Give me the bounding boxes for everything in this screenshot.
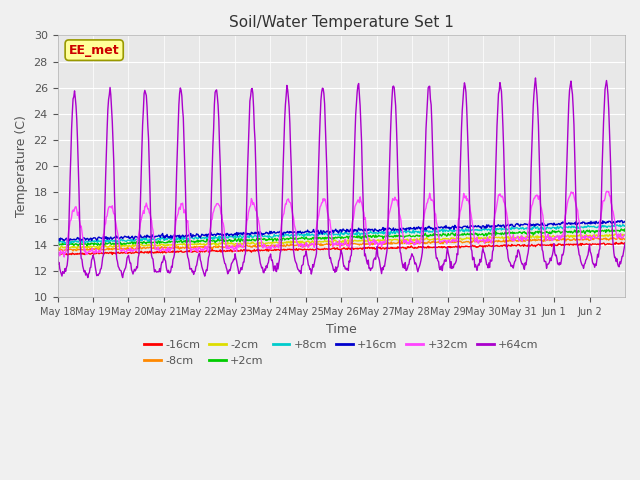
+16cm	[56, 238, 63, 244]
X-axis label: Time: Time	[326, 323, 356, 336]
+32cm	[433, 219, 440, 225]
+2cm	[253, 235, 261, 240]
-2cm	[433, 237, 440, 242]
-16cm	[121, 250, 129, 255]
+8cm	[275, 234, 283, 240]
-8cm	[614, 235, 622, 240]
+64cm	[401, 265, 408, 271]
Line: -8cm: -8cm	[58, 238, 625, 251]
+8cm	[121, 238, 129, 244]
Line: -2cm: -2cm	[58, 234, 625, 249]
-2cm	[401, 237, 408, 242]
Y-axis label: Temperature (C): Temperature (C)	[15, 115, 28, 217]
+64cm	[275, 260, 283, 266]
+32cm	[60, 254, 68, 260]
-8cm	[433, 240, 440, 245]
Line: +8cm: +8cm	[58, 225, 625, 243]
-2cm	[612, 231, 620, 237]
+2cm	[225, 237, 233, 242]
-2cm	[253, 240, 261, 246]
-2cm	[275, 240, 283, 245]
Line: +16cm: +16cm	[58, 220, 625, 241]
+64cm	[121, 266, 129, 272]
-8cm	[275, 242, 283, 248]
-16cm	[253, 247, 261, 252]
+16cm	[54, 237, 61, 243]
+32cm	[121, 249, 129, 254]
+32cm	[253, 213, 261, 219]
-2cm	[225, 241, 233, 247]
-16cm	[618, 240, 625, 245]
-16cm	[621, 240, 629, 246]
-16cm	[401, 245, 408, 251]
+32cm	[621, 232, 629, 238]
+2cm	[121, 241, 129, 247]
+8cm	[433, 228, 440, 234]
-16cm	[225, 248, 233, 254]
+64cm	[54, 247, 61, 253]
+2cm	[621, 226, 629, 232]
-16cm	[433, 244, 440, 250]
-16cm	[54, 251, 61, 257]
-16cm	[63, 252, 71, 258]
+8cm	[225, 233, 233, 239]
-8cm	[54, 248, 61, 253]
Line: +2cm: +2cm	[58, 229, 625, 246]
-16cm	[275, 247, 283, 252]
-2cm	[54, 244, 61, 250]
+2cm	[401, 234, 408, 240]
Line: +64cm: +64cm	[58, 78, 625, 277]
Title: Soil/Water Temperature Set 1: Soil/Water Temperature Set 1	[229, 15, 454, 30]
+64cm	[84, 275, 92, 280]
-2cm	[56, 246, 63, 252]
+8cm	[619, 222, 627, 228]
+64cm	[621, 240, 629, 246]
+64cm	[532, 75, 540, 81]
+2cm	[275, 237, 283, 243]
+32cm	[275, 245, 283, 251]
+16cm	[225, 233, 233, 239]
-2cm	[621, 232, 629, 238]
-8cm	[59, 248, 67, 254]
-8cm	[225, 243, 233, 249]
Legend: -16cm, -8cm, -2cm, +2cm, +8cm, +16cm, +32cm, +64cm: -16cm, -8cm, -2cm, +2cm, +8cm, +16cm, +3…	[140, 336, 543, 370]
-8cm	[253, 243, 261, 249]
+16cm	[253, 229, 261, 235]
+32cm	[225, 246, 233, 252]
+32cm	[54, 249, 61, 254]
-8cm	[621, 237, 629, 242]
Line: +32cm: +32cm	[58, 192, 625, 257]
Text: EE_met: EE_met	[69, 44, 120, 57]
+64cm	[433, 255, 440, 261]
+2cm	[433, 232, 440, 238]
+64cm	[253, 224, 261, 230]
+2cm	[83, 243, 91, 249]
-8cm	[401, 240, 408, 246]
+8cm	[54, 239, 61, 245]
+16cm	[618, 217, 625, 223]
+16cm	[121, 233, 129, 239]
-8cm	[121, 245, 129, 251]
+32cm	[604, 189, 611, 194]
+8cm	[621, 223, 629, 228]
+16cm	[433, 225, 440, 231]
+32cm	[401, 238, 408, 244]
+2cm	[54, 240, 61, 246]
+8cm	[253, 234, 261, 240]
+16cm	[401, 226, 408, 232]
+8cm	[61, 240, 68, 246]
+16cm	[621, 218, 629, 224]
+16cm	[275, 230, 283, 236]
-2cm	[121, 242, 129, 248]
+8cm	[401, 228, 408, 234]
Line: -16cm: -16cm	[58, 242, 625, 255]
+64cm	[225, 267, 233, 273]
